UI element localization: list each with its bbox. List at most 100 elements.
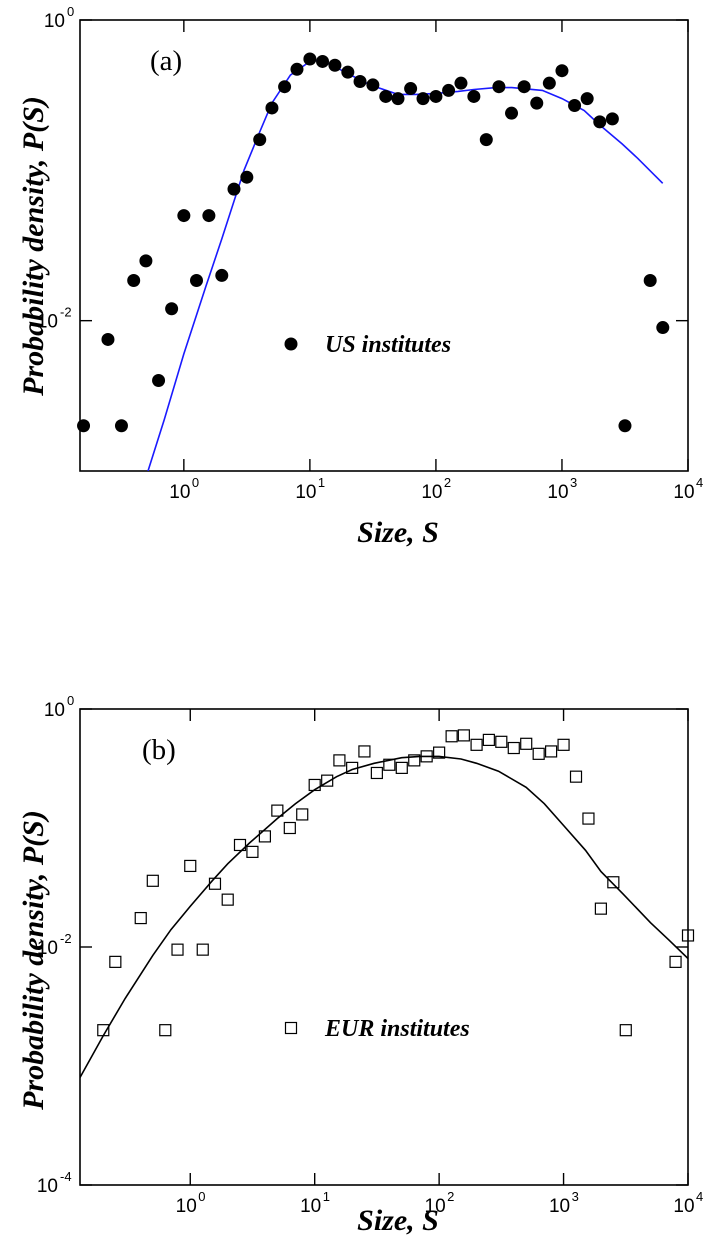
panel-b-legend-label: EUR institutes	[324, 1016, 470, 1042]
data-point-marker	[184, 859, 197, 873]
panel-b-fit-curve-layer	[80, 755, 688, 1078]
panel-b-ticks	[80, 708, 689, 1186]
data-point-marker	[134, 911, 147, 925]
data-point-marker	[544, 745, 558, 758]
data-point-marker	[358, 745, 371, 758]
fit-curve-line	[147, 59, 664, 471]
data-point-marker	[109, 955, 122, 968]
data-point-marker	[258, 830, 272, 843]
data-point-marker	[569, 770, 583, 783]
x-tick-exponent: 4	[696, 1189, 703, 1204]
y-tick-exponent: 0	[67, 4, 74, 19]
data-point-marker	[605, 112, 619, 126]
fit-curve-line	[80, 755, 688, 1078]
y-tick-exponent: -2	[60, 931, 72, 946]
data-point-marker	[557, 738, 570, 751]
x-tick-exponent: 3	[572, 1189, 579, 1204]
panel-a-plot-frame	[79, 19, 689, 472]
data-point-marker	[101, 332, 115, 346]
data-point-marker	[555, 64, 569, 78]
data-point-marker	[189, 274, 203, 288]
data-point-marker	[479, 133, 493, 147]
panel-b-y-axis-title: Probability density, P(S)	[17, 810, 50, 1111]
data-point-marker	[505, 106, 519, 120]
data-point-marker	[208, 877, 222, 890]
data-point-marker	[507, 741, 520, 755]
data-point-marker	[341, 65, 355, 79]
y-tick-label: 10	[37, 1176, 58, 1197]
data-point-marker	[395, 761, 408, 774]
data-point-marker	[681, 929, 695, 942]
y-tick-label: 10	[44, 700, 65, 721]
panel-a-label: (a)	[150, 45, 182, 77]
x-tick-exponent: 1	[318, 475, 325, 490]
y-tick-exponent: -4	[60, 1169, 72, 1184]
panel-a-legend: US institutes	[284, 332, 451, 358]
data-point-marker	[492, 80, 506, 94]
data-point-marker	[669, 955, 682, 968]
y-tick-label: 10	[44, 11, 65, 32]
panel-a-fit-curve-layer	[147, 59, 664, 471]
data-point-marker	[442, 83, 456, 97]
data-point-marker	[171, 943, 184, 956]
x-tick-exponent: 0	[198, 1189, 205, 1204]
data-point-marker	[152, 373, 166, 387]
data-point-marker	[517, 80, 531, 94]
x-tick-label: 10	[673, 1196, 694, 1217]
y-tick-label: 10	[37, 938, 58, 959]
data-point-marker	[253, 133, 267, 147]
data-point-marker	[127, 274, 141, 288]
x-tick-label: 10	[547, 482, 568, 503]
data-point-marker	[316, 54, 330, 68]
data-point-marker	[542, 76, 556, 90]
x-tick-label: 10	[673, 482, 694, 503]
data-point-marker	[530, 96, 544, 110]
data-point-marker	[532, 747, 545, 760]
panel-a-legend-label: US institutes	[325, 332, 451, 358]
data-point-marker	[482, 733, 495, 746]
data-point-marker	[520, 737, 533, 750]
x-tick-label: 10	[549, 1196, 570, 1217]
data-point-marker	[278, 80, 292, 94]
x-tick-exponent: 2	[444, 475, 451, 490]
data-point-marker	[391, 92, 405, 106]
data-point-marker	[656, 321, 670, 335]
data-point-marker	[271, 804, 284, 817]
data-point-marker	[308, 778, 321, 792]
x-tick-exponent: 0	[192, 475, 199, 490]
x-tick-label: 10	[295, 482, 316, 503]
data-point-marker	[607, 876, 620, 889]
data-point-marker	[366, 78, 380, 92]
data-point-marker	[370, 766, 383, 780]
data-point-marker	[643, 274, 657, 288]
panel-a-ticks	[80, 19, 689, 471]
data-point-marker	[146, 874, 159, 887]
panel-a-legend-marker	[284, 337, 298, 351]
data-point-marker	[470, 738, 483, 751]
y-tick-exponent: -2	[60, 305, 72, 320]
data-point-marker	[246, 845, 259, 858]
data-point-marker	[221, 893, 234, 906]
data-point-marker	[303, 52, 317, 66]
x-tick-exponent: 2	[447, 1189, 454, 1204]
data-point-marker	[467, 89, 481, 103]
panel-b-legend-marker	[284, 1021, 298, 1035]
data-point-marker	[420, 750, 433, 763]
data-point-marker	[233, 838, 247, 852]
data-point-marker	[159, 1024, 172, 1037]
data-point-marker	[196, 943, 209, 956]
panel-a-y-axis-title: Probability density, P(S)	[17, 96, 50, 397]
data-point-marker	[321, 774, 334, 787]
panel-a-chart: 10 0 10 1 10 2 10 3 10 410 010 -2 (a) US institutes…	[17, 4, 703, 549]
x-tick-exponent: 4	[696, 475, 703, 490]
data-point-marker	[227, 182, 241, 196]
data-point-marker	[353, 74, 367, 88]
data-point-marker	[139, 254, 153, 268]
x-tick-exponent: 3	[570, 475, 577, 490]
data-point-marker	[265, 101, 279, 115]
data-point-marker	[429, 89, 443, 103]
data-point-marker	[416, 92, 430, 106]
data-point-marker	[290, 62, 304, 76]
data-point-marker	[454, 76, 468, 90]
data-point-marker	[202, 209, 216, 223]
